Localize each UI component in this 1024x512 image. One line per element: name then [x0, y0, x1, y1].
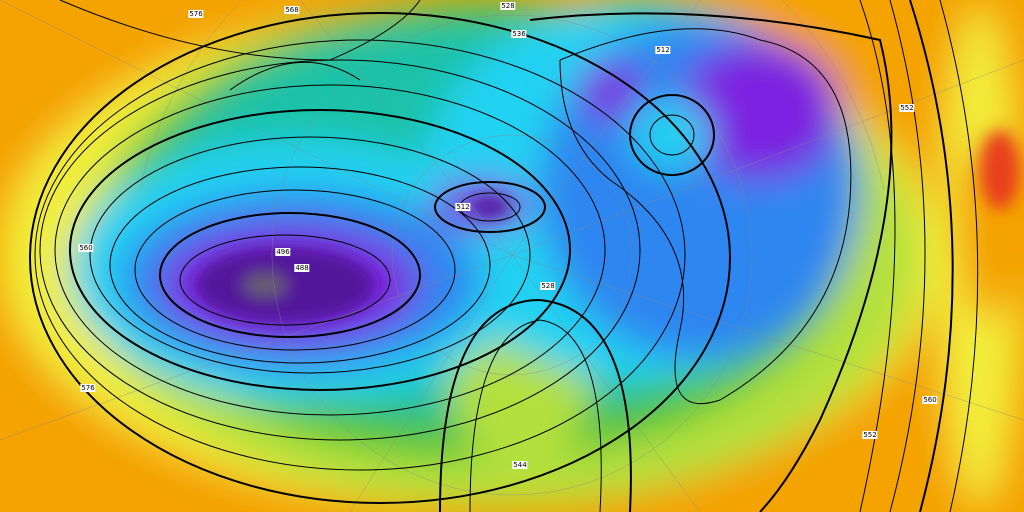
height-contours	[29, 0, 979, 512]
contour-label: 528	[540, 282, 556, 290]
contour-label: 512	[455, 203, 471, 211]
contour-label: 496	[275, 248, 291, 256]
contour-label: 552	[862, 431, 878, 439]
contour-label: 488	[294, 264, 310, 272]
contour-label: 528	[500, 2, 516, 10]
contour-label: 560	[78, 244, 94, 252]
contour-label: 536	[511, 30, 527, 38]
contour-label: 568	[284, 6, 300, 14]
contour-label: 560	[922, 396, 938, 404]
contour-label: 576	[188, 10, 204, 18]
contour-label: 544	[512, 461, 528, 469]
contour-label: 576	[80, 384, 96, 392]
contour-label: 552	[899, 104, 915, 112]
contour-label: 512	[655, 46, 671, 54]
